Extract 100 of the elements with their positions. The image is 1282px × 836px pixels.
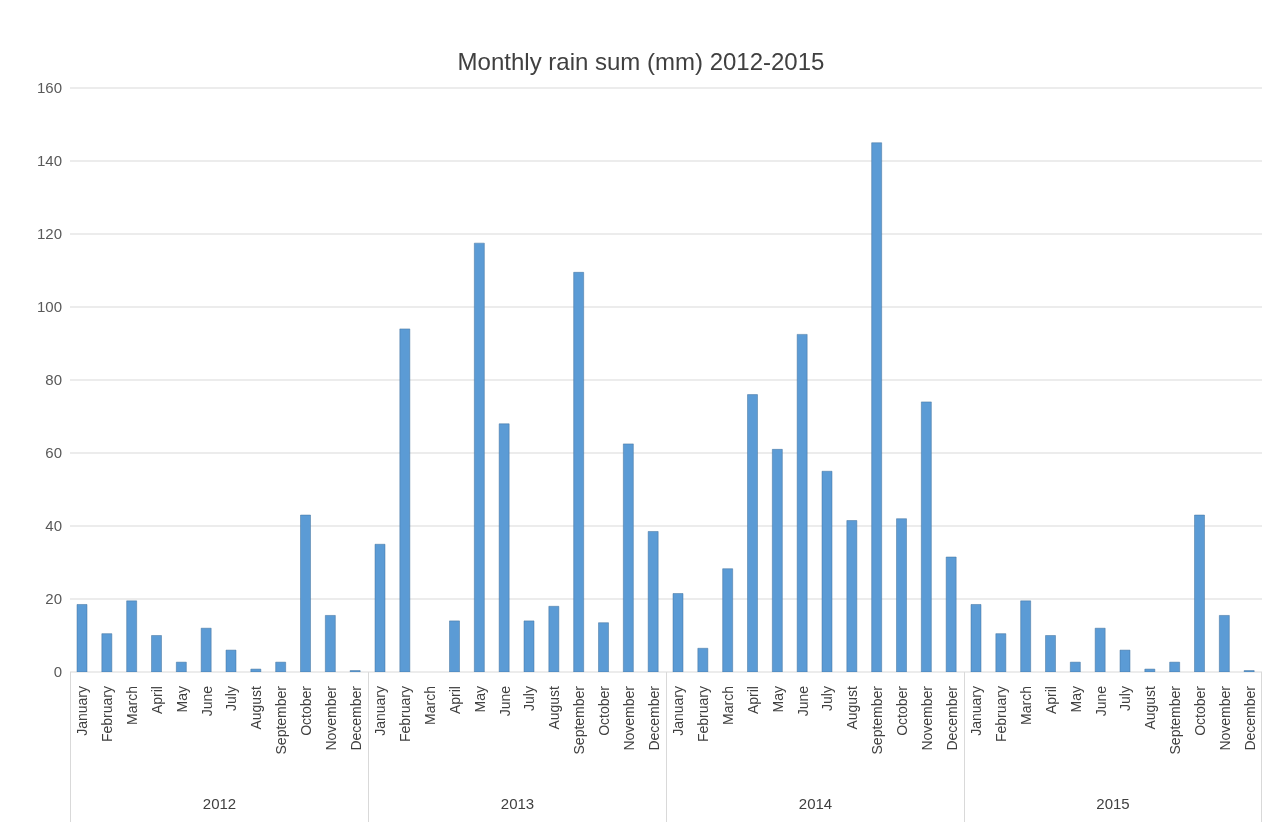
x-tick-label: April	[148, 686, 165, 715]
x-tick-label: May	[769, 686, 786, 713]
bar	[896, 518, 907, 672]
x-tick-label: May	[471, 686, 488, 713]
x-tick-label: November	[620, 685, 637, 751]
bar	[151, 635, 162, 672]
bar	[1144, 668, 1156, 672]
x-tick-label: May	[1067, 686, 1084, 713]
x-tick-label: January	[372, 686, 389, 736]
text: 2012	[201, 795, 238, 812]
bar	[548, 606, 560, 672]
bar	[1070, 661, 1081, 672]
y-tick-label: 80	[45, 371, 62, 389]
bar	[672, 593, 684, 672]
x-tick-label: September	[571, 685, 588, 755]
y-tick-label: 40	[45, 517, 62, 535]
x-tick-label: September	[1167, 685, 1184, 755]
y-tick-label: 140	[36, 152, 62, 170]
x-tick-label: March	[720, 686, 737, 725]
bar	[275, 661, 286, 672]
x-tick-label: January	[968, 686, 985, 736]
x-tick-label: October	[297, 685, 314, 736]
bar	[176, 661, 187, 672]
x-tick-label: March	[124, 686, 141, 725]
bar	[474, 242, 485, 672]
y-tick-label: 60	[45, 444, 62, 462]
bar	[101, 633, 113, 672]
bar	[1045, 635, 1056, 672]
x-tick-label: July	[1117, 686, 1134, 711]
x-tick-label: July	[819, 686, 836, 711]
bar	[1194, 514, 1205, 672]
x-tick-label: July	[223, 686, 240, 711]
x-tick-label: June	[496, 685, 513, 717]
chart-title: Monthly rain sum (mm) 2012-2015	[456, 48, 826, 76]
x-tick-label: March	[422, 686, 439, 725]
bar	[970, 604, 982, 672]
bar	[126, 600, 137, 672]
bar	[449, 620, 460, 672]
x-tick-label: April	[744, 686, 761, 715]
x-tick-label: June	[198, 685, 215, 717]
bar	[76, 604, 88, 672]
text: 2014	[797, 795, 834, 812]
x-tick-label: October	[893, 685, 910, 736]
bar	[772, 449, 783, 672]
bar	[1169, 661, 1180, 672]
y-tick-label: 20	[45, 590, 62, 608]
x-tick-label: November	[918, 685, 935, 751]
bar	[250, 668, 262, 672]
x-tick-label: June	[794, 685, 811, 717]
x-tick-label: August	[844, 685, 861, 730]
x-tick-label: November	[322, 685, 339, 751]
x-tick-label: April	[446, 686, 463, 715]
bar	[995, 633, 1007, 672]
bar	[300, 514, 311, 672]
x-tick-label: October	[1191, 685, 1208, 736]
x-tick-label: December	[347, 685, 364, 751]
x-tick-label: October	[595, 685, 612, 736]
bar	[697, 648, 709, 672]
x-tick-label: January	[74, 686, 91, 736]
x-tick-label: February	[695, 686, 712, 743]
bar	[871, 142, 882, 672]
y-tick-label: 0	[53, 663, 62, 681]
x-tick-label: February	[397, 686, 414, 743]
bar	[1119, 649, 1131, 672]
x-tick-label: June	[1092, 685, 1109, 717]
x-tick-label: November	[1216, 685, 1233, 751]
y-tick-label: 160	[36, 79, 62, 97]
x-tick-label: May	[173, 686, 190, 713]
x-tick-label: January	[670, 686, 687, 736]
x-tick-label: February	[993, 686, 1010, 743]
x-tick-label: December	[943, 685, 960, 751]
bar	[921, 401, 932, 672]
x-tick-label: February	[99, 686, 116, 743]
bar	[1020, 600, 1031, 672]
bar	[225, 649, 237, 672]
x-tick-label: September	[869, 685, 886, 755]
y-tick-label: 120	[36, 225, 62, 243]
bar	[945, 556, 957, 672]
bar	[374, 544, 386, 672]
bar	[796, 334, 808, 672]
x-tick-label: August	[546, 685, 563, 730]
bar	[1094, 627, 1106, 672]
bar	[598, 622, 609, 672]
text: 2013	[499, 795, 536, 812]
bar	[722, 568, 733, 672]
text: 2015	[1095, 795, 1131, 812]
x-tick-label: August	[248, 685, 265, 730]
bar	[200, 627, 212, 672]
x-tick-label: December	[645, 685, 662, 751]
x-tick-label: July	[521, 686, 538, 711]
x-tick-label: August	[1142, 685, 1159, 730]
bar	[325, 615, 336, 672]
x-tick-label: March	[1018, 686, 1035, 725]
bar	[573, 272, 584, 672]
bar	[498, 423, 510, 672]
x-tick-label: April	[1042, 686, 1059, 715]
bar	[1219, 615, 1230, 672]
bar	[647, 531, 659, 672]
bar	[399, 328, 411, 672]
bar	[623, 443, 634, 672]
